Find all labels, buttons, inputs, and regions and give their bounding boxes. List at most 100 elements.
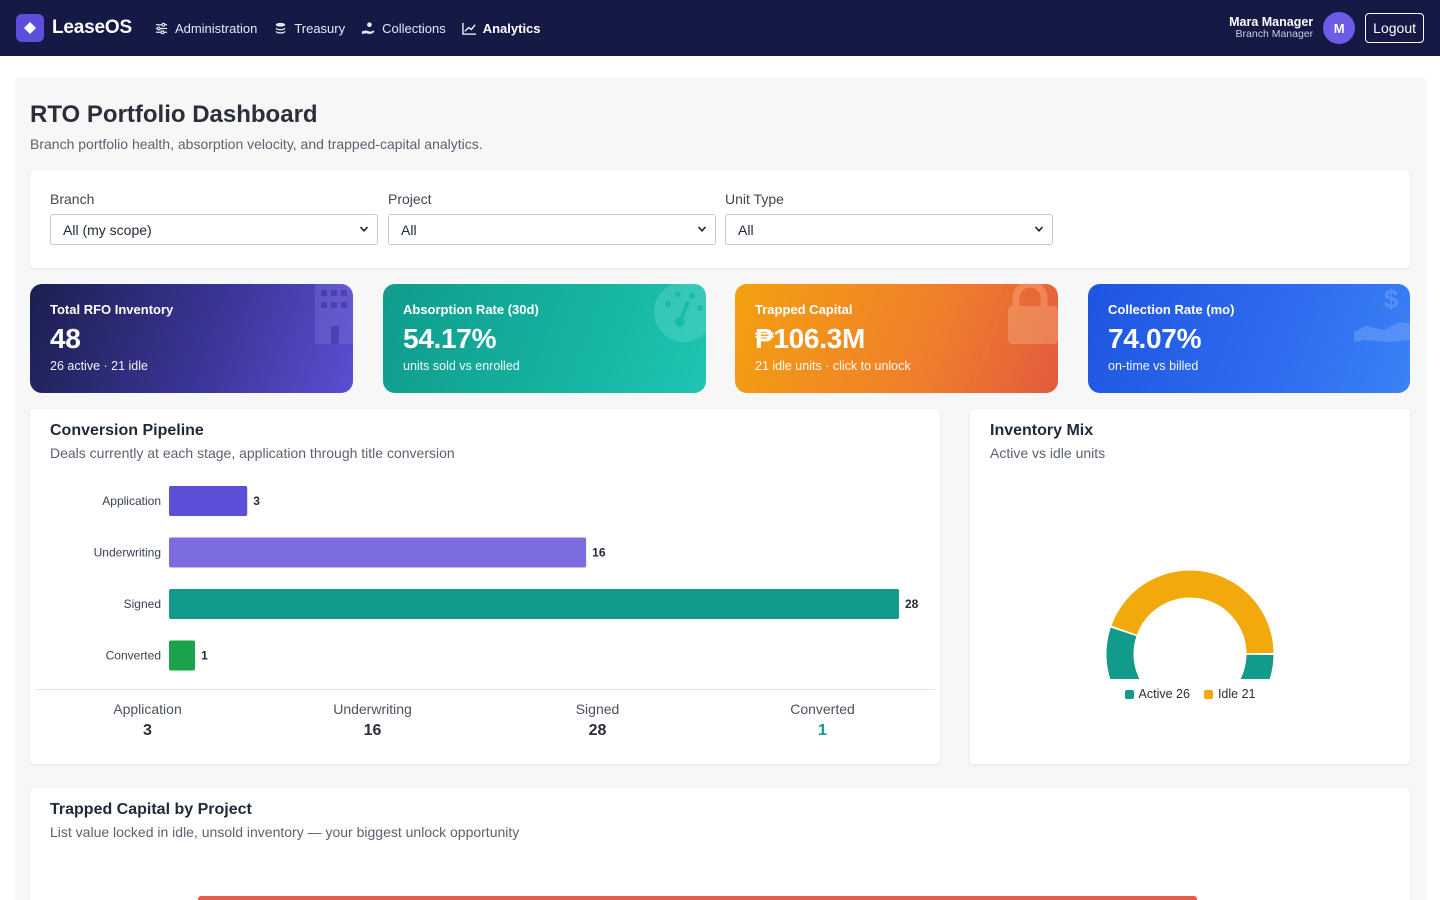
stat-label: Signed bbox=[575, 701, 620, 717]
stat-value: 1 bbox=[818, 722, 827, 739]
mix-title: Inventory Mix bbox=[990, 422, 1094, 439]
kpi-note: 21 idle units · click to unlock bbox=[755, 359, 911, 373]
bar-category-label: Application bbox=[102, 494, 161, 508]
trapped-title: Trapped Capital by Project bbox=[50, 801, 252, 818]
bar-value-label: 3 bbox=[253, 494, 260, 508]
kpi-note: 26 active · 21 idle bbox=[50, 359, 148, 373]
nav-item-treasury[interactable]: Treasury bbox=[273, 21, 345, 36]
unit-type-filter-label: Unit Type bbox=[725, 191, 784, 207]
avatar[interactable]: M bbox=[1323, 12, 1356, 44]
pipeline-bar-converted[interactable] bbox=[169, 640, 196, 671]
project-filter: Project All bbox=[388, 191, 716, 245]
stat-value: 16 bbox=[363, 722, 382, 739]
pipeline-stat-application: Application 3 bbox=[35, 701, 260, 740]
legend-swatch bbox=[1124, 689, 1134, 699]
stat-label: Application bbox=[113, 701, 182, 717]
stat-value: 3 bbox=[143, 722, 152, 739]
kpi-trapped-capital[interactable]: Trapped Capital ₱106.3M 21 idle units · … bbox=[735, 284, 1058, 393]
chevron-down-icon bbox=[1034, 226, 1044, 232]
main-nav: Administration Treasury Collections Anal… bbox=[154, 21, 541, 36]
legend-item-active[interactable]: Active 26 bbox=[1124, 687, 1190, 701]
stat-label: Underwriting bbox=[333, 701, 412, 717]
kpi-value: ₱106.3M bbox=[755, 323, 865, 354]
donut-slice-idle[interactable] bbox=[1111, 570, 1274, 654]
inventory-mix-card: Inventory Mix Active vs idle units 48RFO… bbox=[970, 409, 1410, 764]
trapped-subtitle: List value locked in idle, unsold invent… bbox=[50, 824, 520, 840]
coins-icon bbox=[276, 22, 286, 34]
bar-category-label: Converted bbox=[106, 649, 161, 663]
kpi-collection-rate[interactable]: $ Collection Rate (mo) 74.07% on-time vs… bbox=[1088, 284, 1410, 393]
user-role: Branch Manager bbox=[1235, 28, 1314, 41]
svg-text:$: $ bbox=[1384, 284, 1399, 314]
nav-item-analytics[interactable]: Analytics bbox=[462, 21, 541, 36]
unit-type-select-value: All bbox=[738, 222, 754, 238]
project-select-value: All bbox=[401, 222, 417, 238]
user-info: Mara Manager Branch Manager bbox=[1229, 14, 1314, 41]
kpi-note: on-time vs billed bbox=[1108, 359, 1199, 373]
page-subtitle: Branch portfolio health, absorption velo… bbox=[30, 136, 483, 152]
unit-type-filter: Unit Type All bbox=[725, 191, 1053, 245]
branch-select-value: All (my scope) bbox=[63, 222, 152, 238]
filters-card: Branch All (my scope) Project All Unit T… bbox=[30, 170, 1410, 268]
branch-filter: Branch All (my scope) bbox=[50, 191, 378, 245]
trapped-capital-card: Trapped Capital by Project List value lo… bbox=[30, 788, 1410, 900]
nav-item-collections[interactable]: Collections bbox=[361, 21, 446, 36]
brand-logo-icon bbox=[16, 14, 44, 42]
kpi-value: 54.17% bbox=[403, 323, 497, 354]
nav-label: Administration bbox=[174, 20, 258, 36]
branch-select[interactable]: All (my scope) bbox=[50, 214, 378, 245]
top-navbar: LeaseOS Administration Treasury Collecti… bbox=[0, 0, 1440, 56]
kpi-total-rfo-inventory[interactable]: Total RFO Inventory 48 26 active · 21 id… bbox=[30, 284, 353, 393]
donut-slice-active[interactable] bbox=[1106, 627, 1274, 679]
brand[interactable]: LeaseOS bbox=[16, 14, 132, 42]
legend-label: Idle 21 bbox=[1217, 687, 1256, 701]
stat-value: 28 bbox=[588, 722, 607, 739]
trapped-capital-bar[interactable] bbox=[198, 896, 1197, 900]
hand-coin-icon bbox=[362, 21, 375, 34]
chevron-down-icon bbox=[697, 226, 707, 232]
chart-line-icon bbox=[462, 22, 476, 35]
page-title: RTO Portfolio Dashboard bbox=[30, 101, 318, 128]
hand-dollar-icon: $ bbox=[1354, 284, 1410, 342]
chevron-down-icon bbox=[359, 226, 369, 232]
bar-value-label: 1 bbox=[201, 649, 208, 663]
dashboard-main: RTO Portfolio Dashboard Branch portfolio… bbox=[15, 77, 1426, 900]
donut-center-value: 48 bbox=[1176, 674, 1205, 679]
kpi-value: 48 bbox=[50, 323, 81, 354]
gauge-icon bbox=[654, 284, 706, 342]
building-icon bbox=[315, 284, 353, 344]
kpi-label: Total RFO Inventory bbox=[50, 302, 174, 317]
legend-item-idle[interactable]: Idle 21 bbox=[1203, 687, 1256, 701]
kpi-absorption-rate[interactable]: Absorption Rate (30d) 54.17% units sold … bbox=[383, 284, 706, 393]
kpi-note: units sold vs enrolled bbox=[403, 359, 520, 373]
user-name: Mara Manager bbox=[1229, 14, 1314, 29]
nav-item-administration[interactable]: Administration bbox=[154, 21, 257, 36]
pipeline-bar-application[interactable] bbox=[169, 486, 248, 516]
kpi-label: Absorption Rate (30d) bbox=[403, 302, 539, 317]
pipeline-stat-underwriting: Underwriting 16 bbox=[260, 701, 485, 740]
stat-label: Converted bbox=[790, 701, 855, 717]
pipeline-bar-underwriting[interactable] bbox=[169, 537, 587, 568]
inventory-donut-chart: 48RFO units bbox=[1106, 570, 1274, 679]
pipeline-bar-signed[interactable] bbox=[169, 589, 899, 619]
legend-swatch bbox=[1203, 689, 1213, 699]
bar-category-label: Underwriting bbox=[94, 546, 161, 560]
mix-subtitle: Active vs idle units bbox=[990, 445, 1106, 461]
project-select[interactable]: All bbox=[388, 214, 716, 245]
nav-label: Treasury bbox=[294, 20, 346, 36]
donut-legend: Active 26 Idle 21 bbox=[970, 687, 1410, 701]
bar-category-label: Signed bbox=[124, 597, 161, 611]
bar-value-label: 16 bbox=[592, 546, 606, 560]
nav-label: Analytics bbox=[482, 20, 541, 36]
unit-type-select[interactable]: All bbox=[725, 214, 1053, 245]
legend-label: Active 26 bbox=[1138, 687, 1190, 701]
pipeline-stat-signed: Signed 28 bbox=[485, 701, 710, 740]
project-filter-label: Project bbox=[388, 191, 432, 207]
nav-label: Collections bbox=[382, 20, 446, 36]
conversion-pipeline-card: Conversion Pipeline Deals currently at e… bbox=[30, 409, 940, 764]
brand-name: LeaseOS bbox=[52, 17, 132, 38]
kpi-value: 74.07% bbox=[1108, 323, 1202, 354]
pipeline-title: Conversion Pipeline bbox=[50, 422, 204, 439]
sliders-icon bbox=[155, 22, 168, 34]
logout-button[interactable]: Logout bbox=[1365, 13, 1424, 43]
